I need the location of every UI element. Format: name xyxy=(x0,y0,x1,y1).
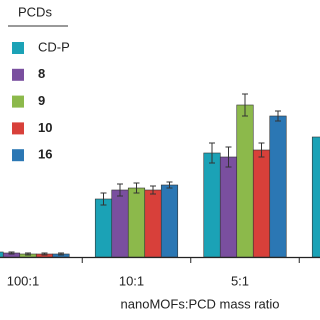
error-bar xyxy=(209,142,215,164)
legend-label: CD-P xyxy=(38,39,70,54)
error-bar xyxy=(8,251,15,255)
error-bar xyxy=(275,110,281,122)
bar xyxy=(236,104,254,258)
error-bar xyxy=(242,93,248,117)
x-tick-label: 100:1 xyxy=(7,273,40,288)
bar xyxy=(127,187,146,258)
bar xyxy=(144,189,162,258)
legend-label: 9 xyxy=(38,93,45,108)
error-bar xyxy=(100,192,107,206)
error-bar xyxy=(41,252,48,256)
bar xyxy=(203,152,221,258)
legend-title: PCDs xyxy=(18,4,52,19)
error-bar xyxy=(150,185,156,195)
error-bar xyxy=(117,183,123,197)
error-bar xyxy=(58,252,64,256)
legend-swatch xyxy=(12,95,24,108)
legend-label: 16 xyxy=(38,147,52,162)
legend-swatch xyxy=(12,149,24,162)
bar xyxy=(0,251,4,258)
bar xyxy=(269,115,287,258)
x-axis-title: nanoMOFs:PCD mass ratio xyxy=(121,296,280,311)
x-tick-label: 10:1 xyxy=(119,273,144,288)
error-bar xyxy=(133,182,140,194)
error-bar xyxy=(25,252,31,256)
bar xyxy=(311,136,320,258)
legend-swatch xyxy=(12,42,24,54)
bar xyxy=(111,189,129,258)
error-bar xyxy=(258,142,265,158)
bar xyxy=(252,149,271,258)
legend-label: 10 xyxy=(38,120,52,135)
bar xyxy=(160,184,179,258)
legend-label: 8 xyxy=(38,66,45,81)
error-bar xyxy=(225,146,232,168)
legend-swatch xyxy=(12,122,24,135)
legend-swatch xyxy=(12,68,24,81)
bar xyxy=(219,156,238,258)
x-tick-label: 5:1 xyxy=(231,273,249,288)
bar xyxy=(94,198,113,258)
error-bar xyxy=(166,181,173,189)
